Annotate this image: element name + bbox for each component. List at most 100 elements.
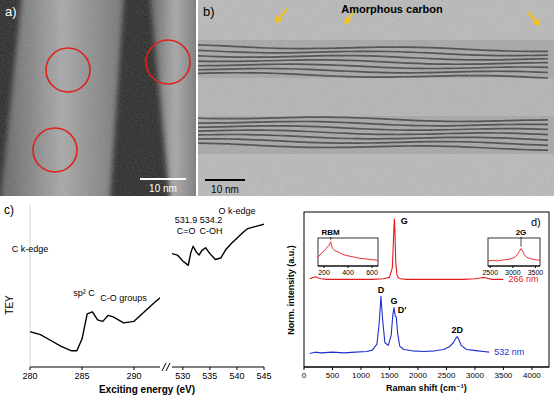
annotation: D <box>378 285 385 295</box>
scale-bar <box>205 179 245 181</box>
highlight-circle <box>33 128 77 172</box>
x-tick-label: 1000 <box>352 371 370 380</box>
x-axis <box>488 266 540 267</box>
x-axis <box>304 367 549 368</box>
scale-label: 10 nm <box>149 183 177 194</box>
plot-area <box>172 224 264 265</box>
annotation: G <box>391 296 398 306</box>
x-tick <box>372 266 373 268</box>
x-tick-label: 2500 <box>482 269 498 276</box>
plot-frame <box>304 212 549 367</box>
annotation: C-OH <box>199 226 222 236</box>
scale-label: 10 nm <box>211 184 239 195</box>
x-tick-label: 3000 <box>505 269 521 276</box>
background <box>0 0 196 196</box>
panel-divider <box>196 0 198 196</box>
x-tick <box>304 367 305 370</box>
inset-frame <box>488 238 540 266</box>
panel-a <box>0 0 196 196</box>
annotation: C-O groups <box>100 293 147 303</box>
x-tick-label: 540 <box>229 371 244 381</box>
x-tick-label: 4000 <box>523 371 541 380</box>
x-tick-label: 280 <box>22 371 37 381</box>
x-tick <box>30 367 31 370</box>
spectrum-line <box>310 296 489 353</box>
series-label: 532 nm <box>494 347 524 357</box>
axis-break <box>166 363 170 371</box>
x-axis-label: Raman shift (cm⁻¹) <box>386 383 467 393</box>
spectrum-line <box>488 249 540 261</box>
spectrum-line <box>172 224 264 265</box>
x-tick <box>446 367 447 370</box>
x-tick <box>236 367 237 370</box>
annotation: O k-edge <box>218 206 255 216</box>
x-tick-label: 200 <box>318 269 330 276</box>
x-tick-label: 600 <box>366 269 378 276</box>
annotation: 2D <box>452 325 464 335</box>
x-tick-label: 1500 <box>381 371 399 380</box>
figure: a) 10 nm Amorphous carbon b) 10 nm c) 280 285 29… <box>0 0 554 397</box>
spectrum-line <box>310 219 504 280</box>
x-tick-label: 290 <box>126 371 141 381</box>
x-tick-label: 3000 <box>466 371 484 380</box>
arrow-head <box>275 15 283 23</box>
plot-area <box>488 249 540 261</box>
annotation: G <box>401 216 408 226</box>
annotation: 534.2 <box>200 215 223 225</box>
highlight-circle <box>146 40 190 84</box>
x-tick-label: 2500 <box>438 371 456 380</box>
panel-title: Amorphous carbon <box>341 3 443 15</box>
annotation: RBM <box>321 228 340 237</box>
plot-area <box>310 219 504 354</box>
noise <box>198 0 554 196</box>
spectrum-line <box>30 298 160 351</box>
x-tick <box>490 266 491 268</box>
x-tick-label: 545 <box>256 371 271 381</box>
x-tick-label: 535 <box>202 371 217 381</box>
panel-b <box>198 0 554 196</box>
noise <box>0 0 196 196</box>
annotation-pointer <box>330 237 331 240</box>
x-axis <box>172 367 264 368</box>
x-tick-label: 400 <box>342 269 354 276</box>
y-axis <box>30 205 31 367</box>
background <box>198 0 554 196</box>
axis-break <box>162 363 166 371</box>
x-tick-label: 3500 <box>495 371 513 380</box>
annotation: sp² C <box>73 288 95 298</box>
annotation: C k-edge <box>12 244 49 254</box>
plot-area <box>318 242 378 261</box>
y-axis-label: TEY <box>4 295 15 315</box>
x-axis-label: Exciting energy (eV) <box>99 384 195 395</box>
x-tick <box>264 367 265 370</box>
x-tick <box>417 367 418 370</box>
annotation: C=O <box>177 226 196 236</box>
x-tick <box>360 367 361 370</box>
x-tick-label: 500 <box>326 371 340 380</box>
inset-frame <box>318 238 378 266</box>
x-tick-label: 3500 <box>528 269 544 276</box>
y-axis-label: Norm. intensity (a.u.) <box>286 245 296 335</box>
arrow-head <box>344 16 351 24</box>
panel-label: c) <box>4 203 14 217</box>
arrow-head <box>532 18 540 26</box>
x-tick <box>332 367 333 370</box>
spectrum-line <box>318 242 378 261</box>
x-tick-label: 0 <box>302 371 307 380</box>
annotation: 531.9 <box>175 215 198 225</box>
x-tick-label: 530 <box>175 371 190 381</box>
panel-label: a) <box>5 4 17 19</box>
x-tick-label: 285 <box>74 371 89 381</box>
highlight-circle <box>46 48 90 92</box>
x-tick <box>82 367 83 370</box>
nanotubes <box>0 0 196 196</box>
x-tick <box>535 266 536 268</box>
x-tick <box>389 367 390 370</box>
x-tick <box>134 367 135 370</box>
x-tick-label: 2000 <box>409 371 427 380</box>
x-tick <box>324 266 325 268</box>
annotation-pointer <box>521 237 522 247</box>
scale-bar <box>140 178 186 180</box>
x-tick <box>209 367 210 370</box>
panel-label: b) <box>203 4 215 19</box>
